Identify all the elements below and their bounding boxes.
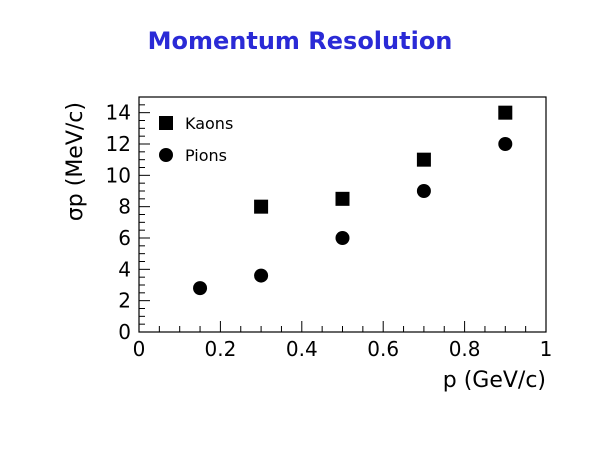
pions-marker — [193, 281, 208, 296]
y-tick-label: 14 — [106, 101, 131, 125]
pions-marker — [416, 184, 431, 198]
x-tick-label: 0.4 — [286, 337, 318, 361]
chart-title: Momentum Resolution — [148, 27, 453, 55]
y-tick-label: 4 — [118, 257, 131, 281]
legend: Kaons Pions — [159, 114, 233, 165]
legend-pions-label: Pions — [185, 146, 227, 165]
x-tick-label: 1 — [540, 337, 553, 361]
y-tick-label: 8 — [118, 195, 131, 219]
x-tick-label: 0 — [133, 337, 146, 361]
x-tick-label: 0.2 — [204, 337, 236, 361]
legend-pions-marker — [159, 148, 173, 162]
y-tick-label: 10 — [106, 163, 131, 187]
legend-kaons-marker — [159, 116, 173, 130]
x-axis-label: p (GeV/c) — [443, 368, 546, 393]
y-axis-label: σp (MeV/c) — [63, 102, 88, 221]
kaons-marker — [254, 199, 269, 214]
x-axis-ticks: 0 0.2 0.4 0.6 0.8 1 — [133, 321, 553, 361]
pions-marker — [254, 268, 269, 283]
kaons-marker — [335, 191, 350, 206]
y-tick-label: 2 — [118, 289, 131, 313]
x-tick-label: 0.8 — [449, 337, 481, 361]
y-axis-ticks: 0 2 4 6 8 10 12 14 — [106, 96, 150, 344]
x-tick-label: 0.6 — [367, 337, 399, 361]
data-markers — [193, 105, 513, 296]
pions-marker — [335, 231, 350, 245]
kaons-marker — [498, 105, 513, 120]
y-tick-label: 12 — [106, 132, 131, 156]
kaons-marker — [416, 152, 431, 167]
pions-marker — [498, 137, 513, 151]
legend-kaons-label: Kaons — [185, 114, 233, 133]
y-tick-label: 6 — [118, 226, 131, 250]
y-tick-label: 0 — [118, 320, 131, 344]
